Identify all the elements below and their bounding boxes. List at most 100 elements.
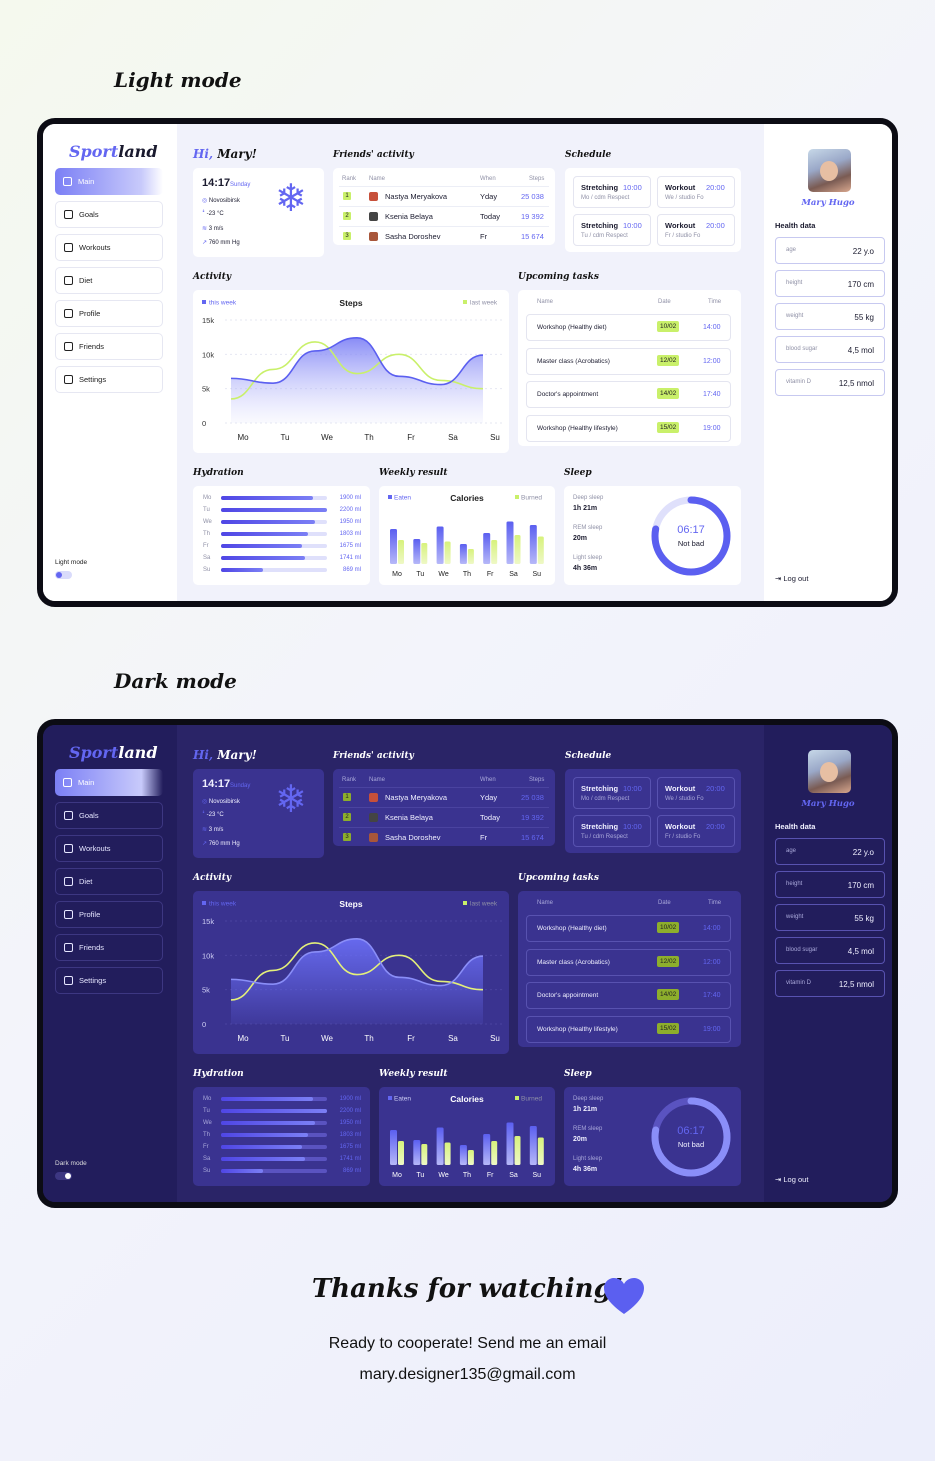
schedule-item[interactable]: Stretching 10:00 Mo / cdm Respect [573,777,651,809]
mode-switch[interactable]: Light mode [55,559,87,579]
schedule-name: Workout [665,784,696,793]
nav-item-profile[interactable]: Profile [55,901,163,928]
burned-bar [467,549,474,564]
hydration-bar [221,1169,263,1173]
mode-toggle[interactable] [55,1172,72,1180]
hydration-day: Sa [203,1156,211,1162]
nav-item-goals[interactable]: Goals [55,802,163,829]
schedule-item[interactable]: Workout 20:00 Fr / studio Fo [657,214,735,246]
nav-item-goals[interactable]: Goals [55,201,163,228]
schedule-item[interactable]: Workout 20:00 We / studio Fo [657,777,735,809]
nav-item-friends[interactable]: Friends [55,934,163,961]
friend-when: Yday [480,793,498,802]
pressure-row: ↗ 760 mm Hg [202,841,240,847]
health-item-age[interactable]: age 22 y.o [775,838,885,865]
task-row[interactable]: Workshop (Healthy lifestyle) 15/02 19:00 [526,1015,731,1043]
schedule-item[interactable]: Stretching 10:00 Tu / cdm Respect [573,815,651,847]
hydration-value: 1741 ml [339,1156,361,1162]
eaten-bar [413,1140,421,1165]
divider [339,827,549,828]
nav-item-settings[interactable]: Settings [55,967,163,994]
calories-x-label: Fr [487,571,494,578]
schedule-time: 10:00 [623,221,642,230]
health-item-height[interactable]: height 170 cm [775,871,885,898]
task-row[interactable]: Doctor's appointment 14/02 17:40 [526,982,731,1009]
task-time: 12:00 [703,958,721,966]
friend-name[interactable]: Nastya Meryakova [385,192,448,201]
legend-swatch-eaten [388,1096,392,1100]
nav-item-profile[interactable]: Profile [55,300,163,327]
health-value: 170 cm [847,881,874,890]
eaten-bar [390,529,397,564]
friend-name[interactable]: Sasha Doroshev [385,232,441,241]
steps-chart-title: Steps [339,298,362,308]
users-icon [64,342,73,351]
x-tick-label: Sa [448,1034,458,1043]
task-row[interactable]: Workshop (Healthy diet) 10/02 14:00 [526,915,731,942]
health-value: 22 y.o [852,848,874,857]
nav-item-main[interactable]: Main [55,168,163,195]
friend-steps: 19 392 [521,212,544,221]
avatar[interactable] [808,149,851,192]
burned-bar [514,535,521,564]
friend-when: Fr [480,232,488,241]
logout-button[interactable]: ⇥ Log out [775,574,809,583]
avatar[interactable] [808,750,851,793]
x-tick-label: Th [364,433,373,442]
nav-item-main[interactable]: Main [55,769,163,796]
schedule-item[interactable]: Workout 20:00 We / studio Fo [657,176,735,208]
email-link[interactable]: mary.designer135@gmail.com [359,1366,576,1383]
friend-name[interactable]: Ksenia Belaya [385,212,433,221]
hydration-day: Th [203,1132,211,1138]
last-week-line [230,341,484,400]
schedule-item[interactable]: Stretching 10:00 Mo / cdm Respect [573,176,651,208]
logout-button[interactable]: ⇥ Log out [775,1175,809,1184]
health-item-weight[interactable]: weight 55 kg [775,904,885,931]
task-row[interactable]: Doctor's appointment 14/02 17:40 [526,381,731,408]
friend-name[interactable]: Ksenia Belaya [385,813,433,822]
health-data-title: Health data [775,822,816,831]
dumbbell-icon [64,844,73,853]
weather-day: Sunday [230,182,251,188]
nav-item-settings[interactable]: Settings [55,366,163,393]
health-item-height[interactable]: height 170 cm [775,270,885,297]
nav-item-diet[interactable]: Diet [55,868,163,895]
health-item-vitamin-d[interactable]: vitamin D 12,5 nmol [775,369,885,396]
friend-name[interactable]: Nastya Meryakova [385,793,448,802]
mode-switch[interactable]: Dark mode [55,1160,87,1180]
friend-name[interactable]: Sasha Doroshev [385,833,441,842]
friend-steps: 15 674 [521,833,544,842]
nav-label: Profile [79,910,101,919]
schedule-title: Schedule [565,751,612,761]
nav-item-workouts[interactable]: Workouts [55,234,163,261]
schedule-sub: Mo / cdm Respect [581,195,630,201]
mode-toggle[interactable] [55,571,72,579]
light-dashboard-frame: Sportland Main Goals Workouts Diet Profile Fr… [37,118,898,607]
health-label: age [786,848,797,854]
calories-x-label: Su [533,571,542,578]
health-item-blood-sugar[interactable]: blood sugar 4,5 mol [775,336,885,363]
thermometer-icon: ꜜ [202,211,205,217]
health-item-vitamin-d[interactable]: vitamin D 12,5 nmol [775,970,885,997]
temp-row: ꜜ -23 °C [202,812,224,818]
hydration-value: 1900 ml [339,1096,361,1102]
hydration-bar-track [221,496,327,500]
task-row[interactable]: Master class (Acrobatics) 12/02 12:00 [526,347,731,375]
health-item-weight[interactable]: weight 55 kg [775,303,885,330]
calories-title: Calories [450,493,484,503]
nav-item-friends[interactable]: Friends [55,333,163,360]
health-item-age[interactable]: age 22 y.o [775,237,885,264]
schedule-item[interactable]: Stretching 10:00 Tu / cdm Respect [573,214,651,246]
task-row[interactable]: Workshop (Healthy lifestyle) 15/02 19:00 [526,414,731,442]
divider [339,186,549,187]
health-item-blood-sugar[interactable]: blood sugar 4,5 mol [775,937,885,964]
nav-item-diet[interactable]: Diet [55,267,163,294]
y-tick-label: 5k [202,385,210,394]
mode-label: Light mode [55,559,88,566]
task-row[interactable]: Master class (Acrobatics) 12/02 12:00 [526,948,731,976]
x-tick-label: Su [490,433,500,442]
rank-badge: 3 [343,232,351,240]
task-row[interactable]: Workshop (Healthy diet) 10/02 14:00 [526,314,731,341]
nav-item-workouts[interactable]: Workouts [55,835,163,862]
schedule-item[interactable]: Workout 20:00 Fr / studio Fo [657,815,735,847]
